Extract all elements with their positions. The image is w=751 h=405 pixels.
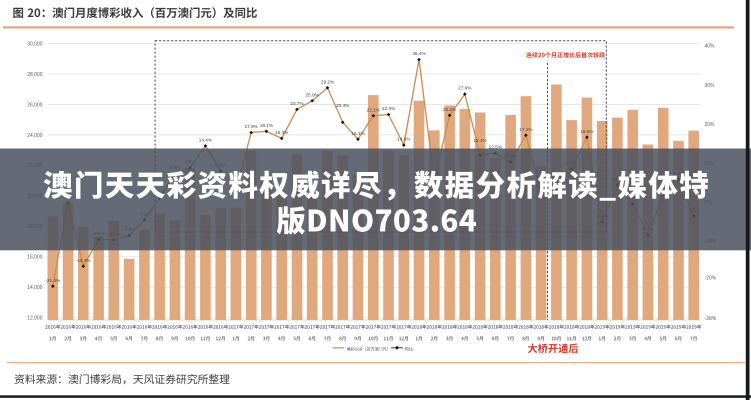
svg-text:-21.4%: -21.4% [45,278,60,283]
svg-text:-16.3%: -16.3% [76,258,91,263]
svg-text:29.2%: 29.2% [321,79,334,84]
svg-text:28,000: 28,000 [27,72,43,78]
svg-text:17.1%: 17.1% [519,127,532,132]
svg-text:12.1%: 12.1% [473,138,486,143]
svg-text:12.5%: 12.5% [489,145,502,150]
svg-text:23.7%: 23.7% [290,101,303,106]
svg-text:30%: 30% [705,83,716,89]
svg-text:14,000: 14,000 [27,285,43,291]
svg-text:25.9%: 25.9% [306,92,319,97]
svg-text:22.2%: 22.2% [443,107,456,112]
svg-text:24,000: 24,000 [27,133,43,139]
svg-text:40%: 40% [705,43,716,49]
svg-text:16.1%: 16.1% [351,131,364,136]
svg-text:20%: 20% [705,122,716,128]
svg-text:16.6%: 16.6% [580,129,593,134]
svg-text:18.1%: 18.1% [260,123,273,128]
svg-text:14.4%: 14.4% [199,138,212,143]
svg-text:30,000: 30,000 [27,41,43,47]
svg-text:27.6%: 27.6% [458,86,471,91]
svg-text:16,000: 16,000 [27,255,43,261]
svg-text:26,000: 26,000 [27,102,43,108]
svg-text:12,000: 12,000 [27,316,43,322]
svg-text:-30%: -30% [705,316,717,322]
svg-text:17.8%: 17.8% [245,124,258,129]
svg-text:20.4%: 20.4% [336,103,349,108]
svg-text:22.4%: 22.4% [382,106,395,111]
svg-text:22.1%: 22.1% [367,107,380,112]
svg-text:-20%: -20% [705,276,717,282]
svg-text:16.3%: 16.3% [275,130,288,135]
svg-text:14.6%: 14.6% [397,137,410,142]
svg-text:36.4%: 36.4% [412,51,425,56]
